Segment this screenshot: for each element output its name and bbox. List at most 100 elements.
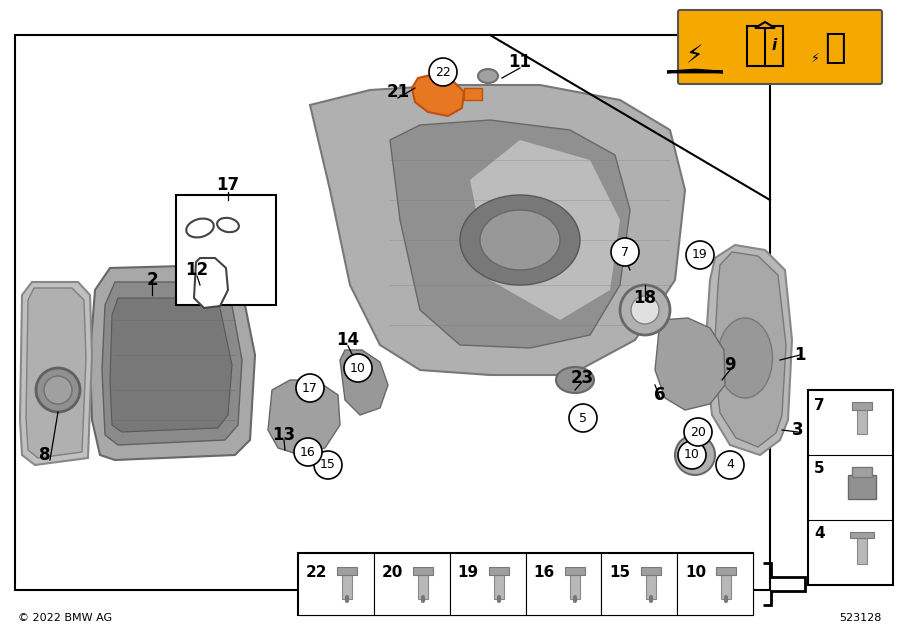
- Polygon shape: [102, 282, 242, 445]
- Circle shape: [611, 238, 639, 266]
- Polygon shape: [340, 350, 388, 415]
- Text: © 2022 BMW AG: © 2022 BMW AG: [18, 613, 112, 623]
- Circle shape: [344, 354, 372, 382]
- Bar: [852, 402, 872, 410]
- Polygon shape: [110, 298, 232, 432]
- Text: 20: 20: [382, 565, 403, 580]
- Text: 22: 22: [306, 565, 328, 580]
- Ellipse shape: [186, 219, 213, 238]
- Circle shape: [631, 296, 659, 324]
- Bar: [298, 553, 374, 615]
- Bar: [413, 567, 433, 575]
- Bar: [418, 571, 428, 599]
- Bar: [716, 567, 736, 575]
- Text: 5: 5: [814, 461, 824, 476]
- Text: 7: 7: [814, 398, 824, 413]
- Text: 13: 13: [273, 426, 295, 444]
- Polygon shape: [20, 282, 92, 465]
- Circle shape: [684, 418, 712, 446]
- Bar: [342, 571, 352, 599]
- Bar: [645, 571, 655, 599]
- Bar: [852, 467, 872, 477]
- Text: 3: 3: [792, 421, 804, 439]
- Circle shape: [294, 438, 322, 466]
- Text: 16: 16: [300, 445, 316, 459]
- Text: 5: 5: [579, 411, 587, 425]
- Polygon shape: [390, 120, 630, 348]
- Bar: [374, 553, 450, 615]
- Polygon shape: [90, 265, 255, 460]
- Text: 22: 22: [435, 66, 451, 79]
- Ellipse shape: [217, 218, 239, 232]
- Circle shape: [36, 368, 80, 412]
- Circle shape: [296, 374, 324, 402]
- Bar: [450, 553, 526, 615]
- Circle shape: [620, 285, 670, 335]
- Bar: [601, 553, 677, 615]
- Text: 2: 2: [146, 271, 158, 289]
- Text: 17: 17: [216, 176, 239, 194]
- Ellipse shape: [480, 210, 560, 270]
- Polygon shape: [310, 85, 685, 375]
- Text: 4: 4: [814, 526, 824, 541]
- Circle shape: [314, 451, 342, 479]
- Circle shape: [569, 404, 597, 432]
- Text: 10: 10: [685, 565, 706, 580]
- Polygon shape: [850, 532, 874, 538]
- Text: 1: 1: [794, 346, 806, 364]
- Polygon shape: [755, 22, 775, 28]
- Text: 🤚: 🤚: [824, 31, 846, 65]
- Polygon shape: [705, 245, 792, 455]
- Text: 12: 12: [185, 261, 209, 279]
- Text: 9: 9: [724, 356, 736, 374]
- Polygon shape: [667, 70, 723, 72]
- Text: 7: 7: [621, 246, 629, 258]
- Text: 6: 6: [654, 386, 666, 404]
- Ellipse shape: [556, 367, 594, 393]
- Text: 523128: 523128: [840, 613, 882, 623]
- Ellipse shape: [460, 195, 580, 285]
- Polygon shape: [412, 74, 464, 116]
- Bar: [176, 195, 276, 305]
- Bar: [489, 567, 509, 575]
- Text: 18: 18: [634, 289, 656, 307]
- Circle shape: [686, 241, 714, 269]
- Text: 15: 15: [320, 459, 336, 471]
- Text: ⚡: ⚡: [686, 44, 704, 68]
- Text: 21: 21: [386, 83, 410, 101]
- Polygon shape: [714, 252, 786, 447]
- FancyBboxPatch shape: [678, 10, 882, 84]
- Text: 23: 23: [571, 369, 594, 387]
- Bar: [494, 571, 504, 599]
- Bar: [15, 35, 770, 590]
- Bar: [338, 567, 357, 575]
- Text: 10: 10: [684, 449, 700, 462]
- Text: ⚡: ⚡: [811, 52, 819, 64]
- Bar: [464, 88, 482, 100]
- Text: 17: 17: [302, 382, 318, 394]
- Ellipse shape: [717, 318, 772, 398]
- Circle shape: [675, 435, 715, 475]
- Text: 20: 20: [690, 425, 706, 438]
- Text: 14: 14: [337, 331, 360, 349]
- Bar: [298, 553, 753, 615]
- Text: 10: 10: [350, 362, 366, 374]
- Circle shape: [716, 451, 744, 479]
- Bar: [570, 571, 580, 599]
- Text: i: i: [771, 38, 777, 54]
- Circle shape: [678, 441, 706, 469]
- Polygon shape: [470, 140, 620, 320]
- Bar: [722, 571, 732, 599]
- Text: 16: 16: [534, 565, 554, 580]
- Circle shape: [429, 58, 457, 86]
- Polygon shape: [194, 258, 228, 308]
- Bar: [747, 26, 783, 66]
- Bar: [565, 567, 585, 575]
- Polygon shape: [655, 318, 725, 410]
- Bar: [848, 475, 876, 499]
- Circle shape: [44, 376, 72, 404]
- Bar: [857, 538, 867, 564]
- Polygon shape: [26, 288, 86, 458]
- Text: 11: 11: [508, 53, 532, 71]
- Text: 19: 19: [692, 248, 708, 261]
